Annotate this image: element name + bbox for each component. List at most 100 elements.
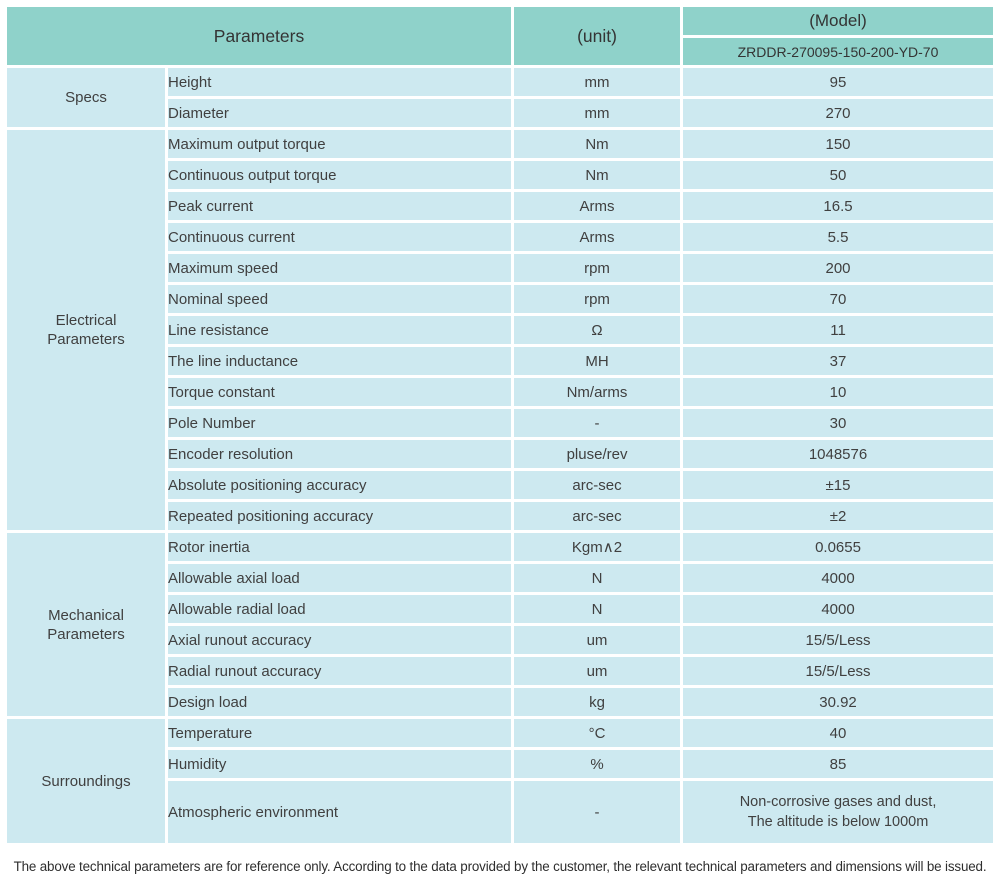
group-cell-mechanical-parameters: Mechanical Parameters xyxy=(7,533,165,716)
unit-cell: kg xyxy=(514,688,681,716)
unit-cell: Nm xyxy=(514,130,681,158)
value-cell: 85 xyxy=(683,750,994,778)
unit-cell: % xyxy=(514,750,681,778)
unit-cell: MH xyxy=(514,347,681,375)
table-row: Torque constant Nm/arms 10 xyxy=(7,378,994,406)
unit-cell: Arms xyxy=(514,223,681,251)
param-name-cell: Nominal speed xyxy=(168,285,512,313)
param-name-cell: Continuous output torque xyxy=(168,161,512,189)
value-cell: ±2 xyxy=(683,502,994,530)
param-name-cell: Allowable axial load xyxy=(168,564,512,592)
table-row: Peak current Arms 16.5 xyxy=(7,192,994,220)
table-row: Line resistance Ω 11 xyxy=(7,316,994,344)
table-body: Specs Height mm 95 Diameter mm 270 Electrical P… xyxy=(7,68,994,843)
group-cell-specs: Specs xyxy=(7,68,165,127)
value-cell: 1048576 xyxy=(683,440,994,468)
unit-cell: pluse/rev xyxy=(514,440,681,468)
table-row: Axial runout accuracy um 15/5/Less xyxy=(7,626,994,654)
table-row: Allowable radial load N 4000 xyxy=(7,595,994,623)
unit-cell: arc-sec xyxy=(514,471,681,499)
unit-cell: Nm xyxy=(514,161,681,189)
table-row: Radial runout accuracy um 15/5/Less xyxy=(7,657,994,685)
param-name-cell: Maximum output torque xyxy=(168,130,512,158)
table-row: Design load kg 30.92 xyxy=(7,688,994,716)
table-row: Continuous current Arms 5.5 xyxy=(7,223,994,251)
unit-cell: Ω xyxy=(514,316,681,344)
param-name-cell: Rotor inertia xyxy=(168,533,512,561)
value-cell: 40 xyxy=(683,719,994,747)
header-model-value: ZRDDR-270095-150-200-YD-70 xyxy=(683,38,994,65)
table-row: Humidity% 85 xyxy=(7,750,994,778)
param-name-cell: Atmospheric environment xyxy=(168,781,512,843)
group-cell-surroundings: Surroundings xyxy=(7,719,165,843)
value-cell: 50 xyxy=(683,161,994,189)
unit-cell: N xyxy=(514,564,681,592)
value-cell: 95 xyxy=(683,68,994,96)
table-row: Repeated positioning accuracy arc-sec ±2 xyxy=(7,502,994,530)
value-cell: 70 xyxy=(683,285,994,313)
table-row: Diameter mm 270 xyxy=(7,99,994,127)
unit-cell: - xyxy=(514,781,681,843)
value-cell: 15/5/Less xyxy=(683,657,994,685)
value-cell: 11 xyxy=(683,316,994,344)
header-parameters: Parameters xyxy=(7,7,512,65)
table-row: Nominal speed rpm 70 xyxy=(7,285,994,313)
param-name-cell: Diameter xyxy=(168,99,512,127)
table-row: Allowable axial load N 4000 xyxy=(7,564,994,592)
value-cell: 16.5 xyxy=(683,192,994,220)
unit-cell: rpm xyxy=(514,285,681,313)
param-name-cell: Absolute positioning accuracy xyxy=(168,471,512,499)
param-name-cell: The line inductance xyxy=(168,347,512,375)
unit-cell: Arms xyxy=(514,192,681,220)
table-row: The line inductance MH 37 xyxy=(7,347,994,375)
unit-cell: rpm xyxy=(514,254,681,282)
value-cell: Non-corrosive gases and dust, The altitu… xyxy=(683,781,994,843)
param-name-cell: Line resistance xyxy=(168,316,512,344)
value-cell: 10 xyxy=(683,378,994,406)
table-row: Absolute positioning accuracy arc-sec ±15 xyxy=(7,471,994,499)
table-row: Atmospheric environment - Non-corrosive ga… xyxy=(7,781,994,843)
table-row: Continuous output torque Nm 50 xyxy=(7,161,994,189)
param-name-cell: Radial runout accuracy xyxy=(168,657,512,685)
value-cell: 200 xyxy=(683,254,994,282)
param-name-cell: Maximum speed xyxy=(168,254,512,282)
table-row: Specs Height mm 95 xyxy=(7,68,994,127)
footnote: The above technical parameters are for r… xyxy=(13,859,987,874)
unit-cell: mm xyxy=(514,99,681,127)
unit-cell: mm xyxy=(514,68,681,96)
table-row: Surroundings Temperature °C 40 xyxy=(7,719,994,843)
unit-cell: Nm/arms xyxy=(514,378,681,406)
param-name-cell: Height xyxy=(168,68,512,96)
unit-cell: - xyxy=(514,409,681,437)
table-row: Encoder resolution pluse/rev 1048576 xyxy=(7,440,994,468)
value-cell: 5.5 xyxy=(683,223,994,251)
value-cell: 15/5/Less xyxy=(683,626,994,654)
value-cell: 4000 xyxy=(683,564,994,592)
unit-cell: arc-sec xyxy=(514,502,681,530)
table-row: Maximum speed rpm 200 xyxy=(7,254,994,282)
param-name-cell: Continuous current xyxy=(168,223,512,251)
value-cell: 37 xyxy=(683,347,994,375)
table-row: Pole Number -30 xyxy=(7,409,994,437)
param-name-cell: Humidity xyxy=(168,750,512,778)
param-name-cell: Temperature xyxy=(168,719,512,747)
unit-cell: N xyxy=(514,595,681,623)
param-name-cell: Encoder resolution xyxy=(168,440,512,468)
unit-cell: Kgm∧2 xyxy=(514,533,681,561)
param-name-cell: Peak current xyxy=(168,192,512,220)
unit-cell: °C xyxy=(514,719,681,747)
value-cell: 30.92 xyxy=(683,688,994,716)
unit-cell: um xyxy=(514,626,681,654)
unit-cell: um xyxy=(514,657,681,685)
table-row: Electrical Parameters Maximum output torq… xyxy=(7,130,994,530)
value-cell: ±15 xyxy=(683,471,994,499)
param-name-cell: Pole Number xyxy=(168,409,512,437)
value-cell: 0.0655 xyxy=(683,533,994,561)
param-name-cell: Repeated positioning accuracy xyxy=(168,502,512,530)
value-cell: 150 xyxy=(683,130,994,158)
param-name-cell: Torque constant xyxy=(168,378,512,406)
value-cell: 30 xyxy=(683,409,994,437)
group-cell-electrical-parameters: Electrical Parameters xyxy=(7,130,165,530)
header-unit: (unit) xyxy=(514,7,681,65)
